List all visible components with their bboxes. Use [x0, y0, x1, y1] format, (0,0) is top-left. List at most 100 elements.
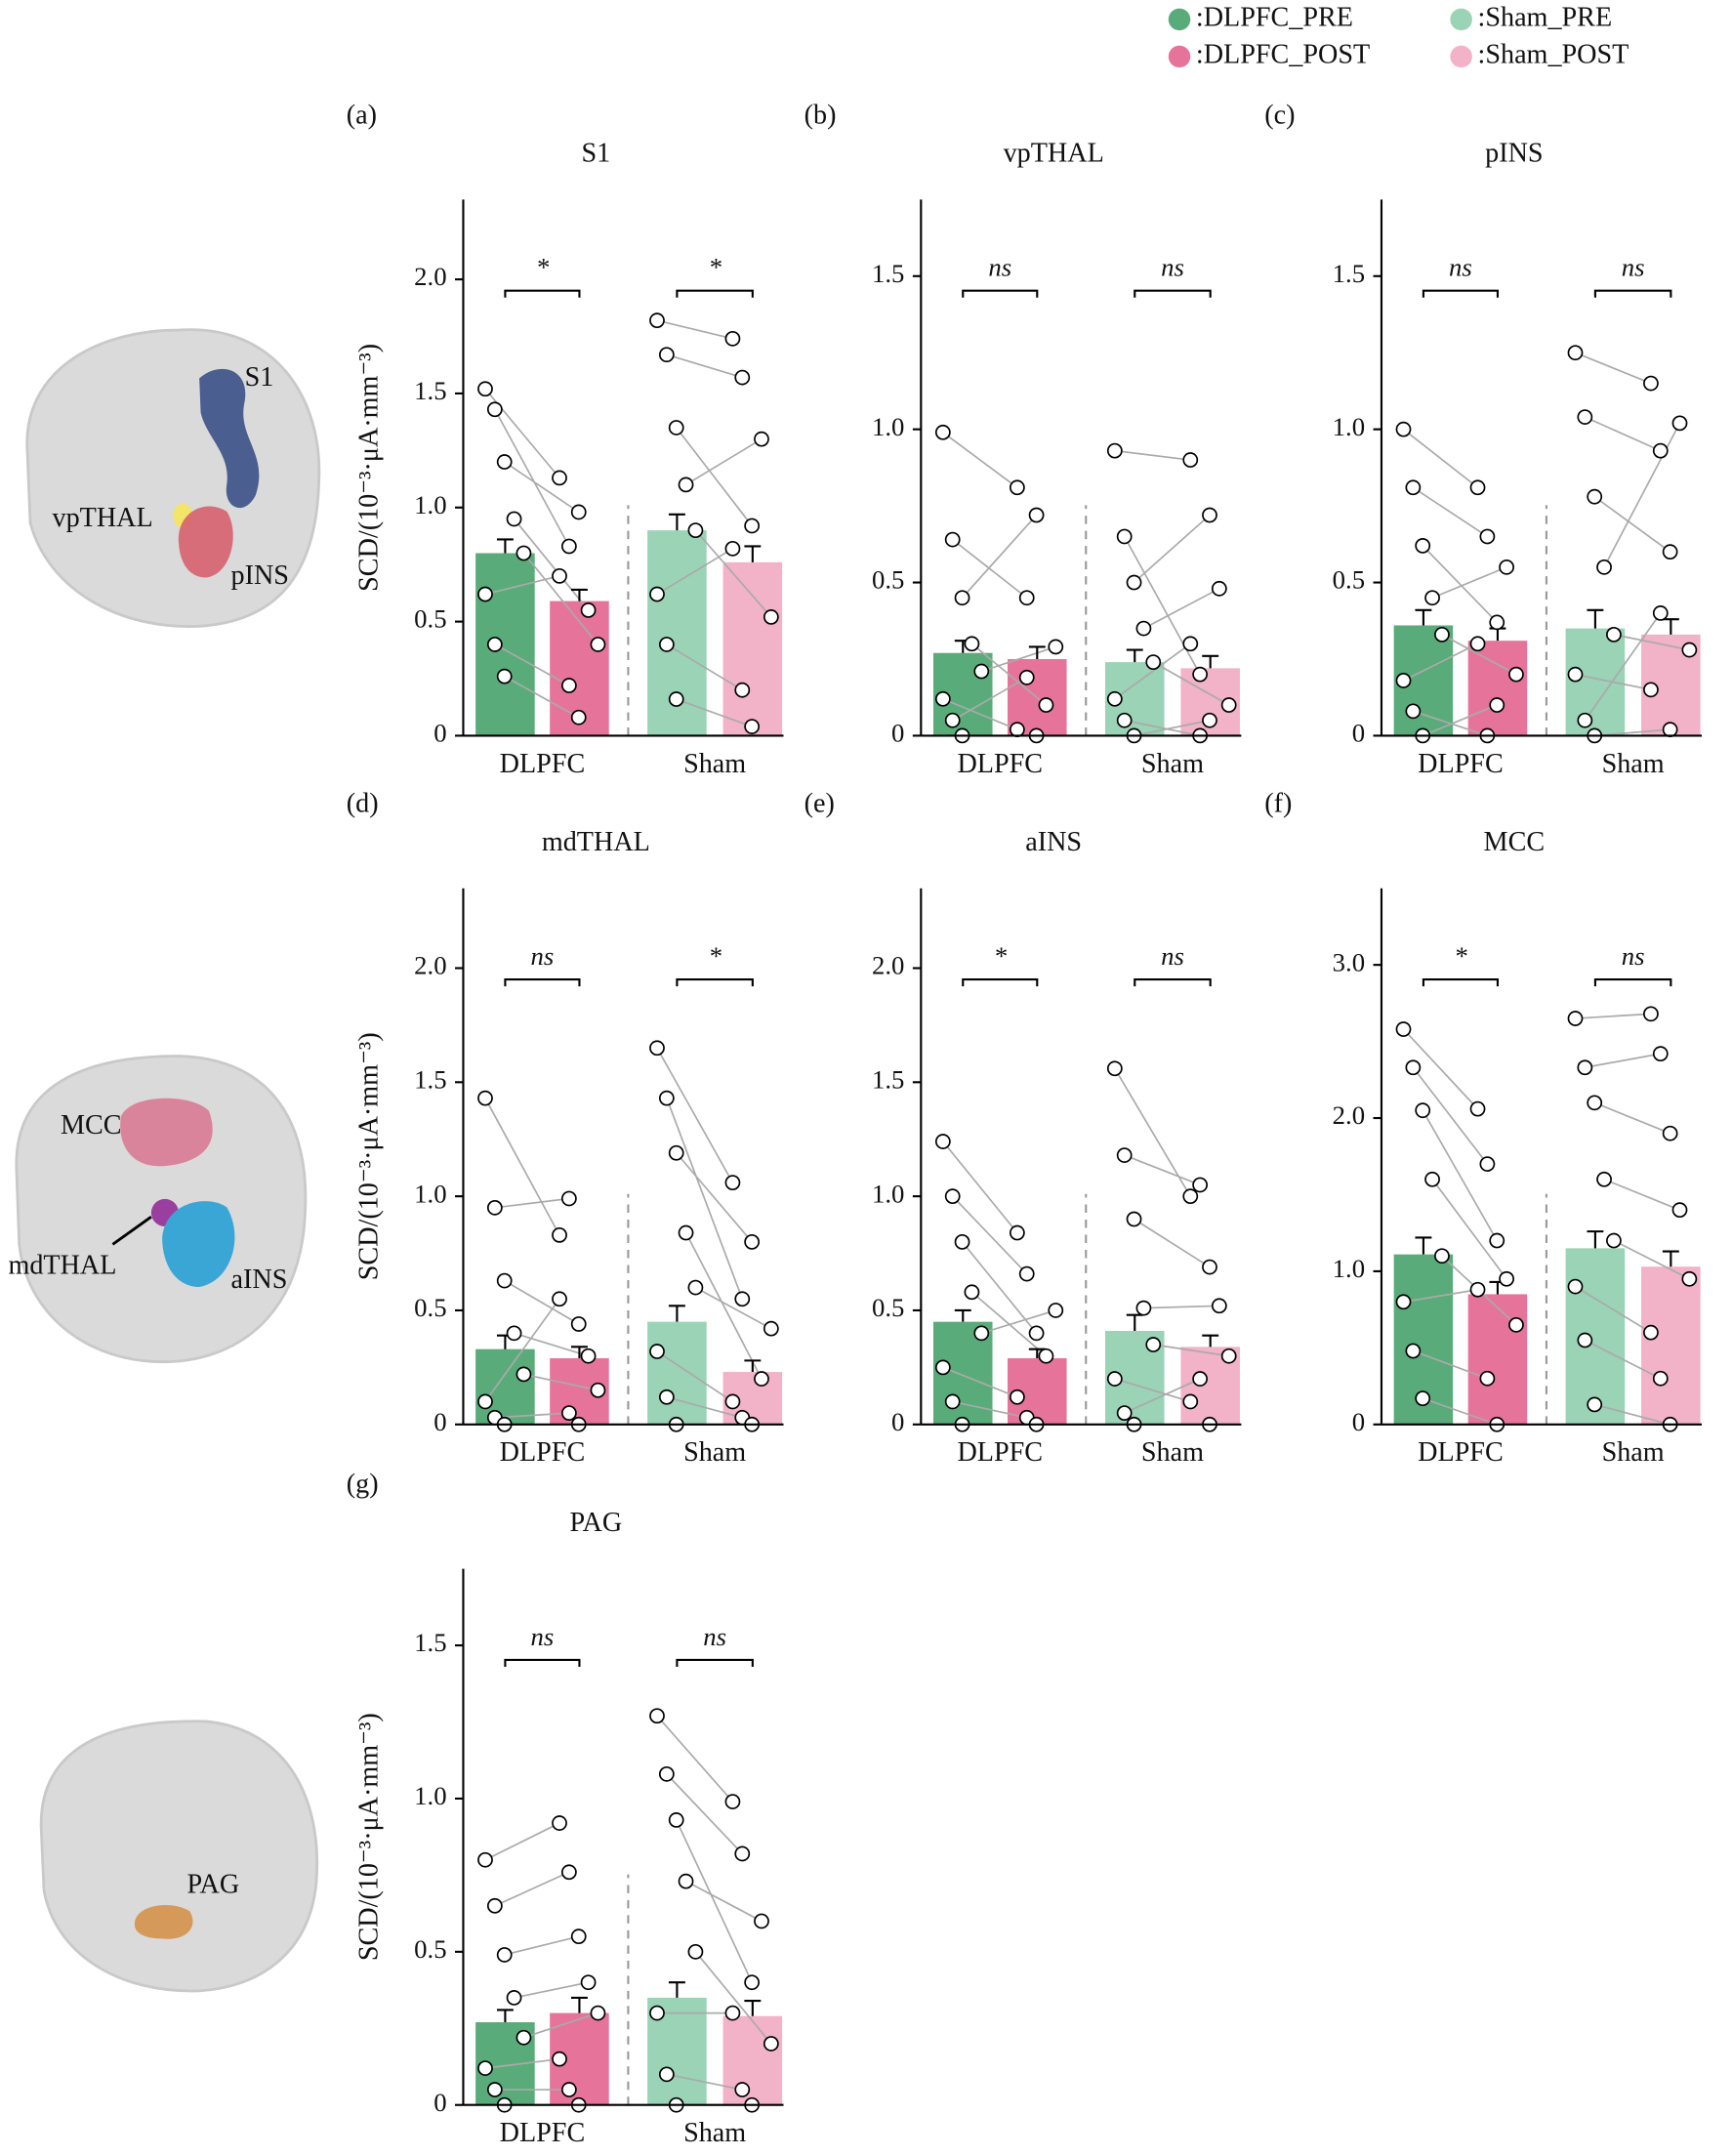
subject-point: [1106, 1371, 1123, 1387]
subject-point: [1424, 590, 1440, 606]
significance-label: ns: [1622, 253, 1645, 282]
subject-line: [1575, 673, 1652, 691]
subject-point: [668, 1812, 684, 1828]
subject-point: [964, 636, 980, 652]
subject-line: [656, 1047, 734, 1183]
subject-line: [961, 514, 1038, 599]
error-bar: [1202, 654, 1219, 669]
subject-point: [486, 401, 503, 418]
significance-bracket: [1593, 977, 1672, 987]
subject-line: [1402, 1028, 1479, 1110]
subject-line: [514, 1332, 589, 1357]
subject-point: [934, 424, 951, 440]
subject-line: [504, 675, 580, 719]
subject-point: [1116, 528, 1133, 545]
subject-point: [1106, 442, 1123, 459]
subject-point: [1116, 712, 1133, 728]
significance-label: *: [536, 253, 550, 282]
subject-line: [1431, 566, 1507, 600]
panel-label: (g): [347, 1470, 379, 1500]
subject-line: [942, 697, 1018, 730]
bar: [475, 553, 535, 736]
y-tick-label: 2.0: [1333, 1100, 1365, 1130]
subject-point: [1395, 1021, 1412, 1037]
subject-point: [687, 522, 704, 539]
subject-point: [1415, 1102, 1431, 1119]
subject-point: [687, 1279, 704, 1296]
subject-line: [504, 1279, 580, 1325]
subject-point: [561, 1864, 577, 1881]
subject-line: [1403, 643, 1478, 682]
subject-line: [1585, 1053, 1661, 1069]
subject-point: [1499, 559, 1514, 575]
subject-point: [1405, 1343, 1422, 1359]
subject-point: [1577, 712, 1593, 728]
subject-line: [1114, 449, 1191, 461]
legend-marker: [1450, 8, 1472, 31]
subject-point: [1424, 1171, 1440, 1187]
subject-point: [687, 1943, 704, 1960]
significance-bracket: [962, 977, 1039, 987]
subject-line: [523, 2011, 598, 2039]
y-tick-label: 2.0: [872, 951, 904, 980]
subject-point: [1596, 559, 1612, 575]
subject-point: [1479, 528, 1496, 545]
subject-point: [1671, 1202, 1688, 1219]
subject-line: [1143, 588, 1220, 630]
subject-line: [484, 1822, 560, 1861]
subject-point: [1192, 1177, 1209, 1193]
subject-point: [1587, 1095, 1603, 1111]
subject-point: [477, 1090, 493, 1106]
subject-line: [522, 552, 599, 645]
subject-line: [1575, 1013, 1651, 1019]
subject-point: [1202, 712, 1217, 728]
subject-line: [1585, 416, 1662, 452]
subject-line: [1124, 1154, 1201, 1186]
y-tick-label: 1.0: [414, 1179, 446, 1208]
subject-line: [1124, 719, 1201, 737]
subject-point: [496, 1272, 513, 1289]
y-tick-label: 1.0: [872, 412, 904, 441]
x-tick-label: Sham: [1141, 1437, 1204, 1468]
subject-line: [970, 643, 1047, 706]
chart-title: mdTHAL: [542, 827, 650, 857]
y-tick-label: 0.5: [414, 604, 446, 634]
subject-line: [676, 427, 753, 526]
y-axis-label: SCD/(10⁻³·μA·mm⁻³): [354, 1713, 385, 1961]
subject-point: [570, 1928, 587, 1945]
brain-label: vpTHAL: [53, 503, 153, 533]
subject-line: [484, 575, 560, 596]
subject-point: [1211, 580, 1227, 597]
y-tick-label: 1.0: [414, 490, 446, 519]
subject-line: [685, 1880, 763, 1923]
bar: [722, 561, 783, 736]
significance-label: *: [994, 941, 1008, 971]
legend-label: :DLPFC_PRE: [1196, 2, 1353, 32]
subject-point: [678, 1873, 694, 1889]
y-tick-label: 1.5: [872, 1064, 904, 1094]
subject-point: [1415, 1390, 1431, 1407]
subject-line: [694, 529, 772, 618]
brain-label: aINS: [231, 1265, 288, 1295]
y-tick-label: 1.0: [872, 1179, 904, 1208]
subject-point: [649, 1708, 665, 1724]
error-bar: [1415, 1236, 1432, 1255]
subject-point: [668, 1144, 684, 1161]
subject-point: [1652, 442, 1669, 459]
x-tick-label: Sham: [1602, 749, 1665, 779]
subject-point: [964, 1284, 980, 1301]
subject-point: [649, 2005, 665, 2021]
subject-point: [1469, 1100, 1486, 1117]
subject-point: [1135, 1300, 1152, 1316]
error-bar: [668, 513, 685, 531]
y-tick-label: 0.5: [414, 1293, 446, 1322]
subject-point: [1681, 1270, 1698, 1287]
subject-line: [514, 1981, 589, 1999]
subject-line: [1613, 634, 1690, 651]
subject-line: [494, 643, 570, 686]
subject-point: [649, 1040, 665, 1057]
significance-bracket: [962, 289, 1039, 298]
subject-point: [1643, 1006, 1659, 1022]
error-bar: [1662, 618, 1679, 635]
subject-point: [1028, 1325, 1045, 1342]
